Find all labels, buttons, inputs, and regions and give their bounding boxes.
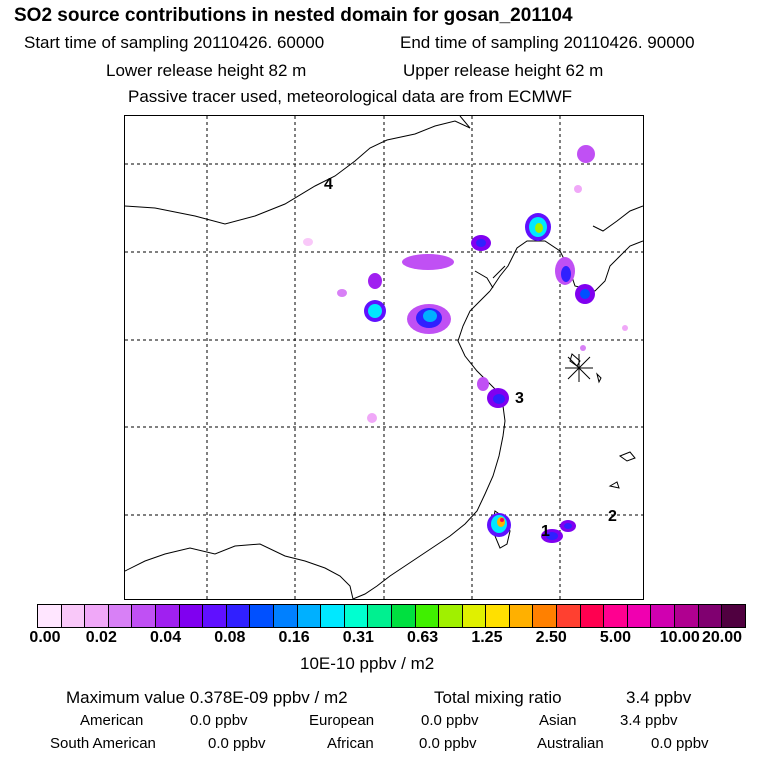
colorbar-swatch [38, 605, 62, 627]
colorbar-swatch [722, 605, 745, 627]
colorbar-swatch [250, 605, 274, 627]
colorbar-swatch [108, 605, 133, 627]
lat-lon-grid [125, 116, 643, 599]
lower-release-height: Lower release height 82 m [106, 61, 307, 80]
map-canvas: 4 3 1 2 [125, 116, 643, 599]
sampling-start: Start time of sampling 20110426. 60000 [24, 33, 325, 52]
south-american-label: South American [50, 735, 156, 752]
colorbar-unit: 10E-10 ppbv / m2 [300, 654, 435, 673]
colorbar-swatch [486, 605, 510, 627]
colorbar-swatch [557, 605, 581, 627]
african-value: 0.0 ppbv [419, 735, 477, 752]
american-label: American [80, 712, 144, 729]
colorbar-swatch [698, 605, 723, 627]
colorbar-swatch [85, 605, 109, 627]
colorbar-swatch [509, 605, 534, 627]
receptor-star-icon [565, 354, 593, 382]
asian-label: Asian [539, 712, 577, 729]
map-panel: 4 3 1 2 [124, 115, 644, 600]
colorbar-tick-label: 2.50 [535, 629, 567, 646]
colorbar-swatch [368, 605, 392, 627]
marker-label-2: 2 [608, 508, 617, 525]
colorbar-tick-label: 0.02 [85, 629, 117, 646]
colorbar-swatch [391, 605, 416, 627]
colorbar-swatch [439, 605, 463, 627]
total-mixing-ratio-value: 3.4 ppbv [626, 688, 692, 707]
european-label: European [309, 712, 375, 729]
colorbar-tick-label: 1.25 [471, 629, 503, 646]
colorbar-tick-label: 0.08 [214, 629, 246, 646]
colorbar-swatch [61, 605, 86, 627]
colorbar-swatch [344, 605, 369, 627]
maximum-value: Maximum value 0.378E-09 ppbv / m2 [66, 688, 348, 707]
colorbar-tick-label: 0.63 [407, 629, 439, 646]
colorbar-swatch [533, 605, 558, 627]
australian-label: Australian [537, 735, 604, 752]
colorbar-swatch [297, 605, 322, 627]
colorbar-tick-label: 0.31 [342, 629, 374, 646]
colorbar-tick-label: 10.00 [659, 629, 700, 646]
asian-value: 3.4 ppbv [620, 712, 678, 729]
american-value: 0.0 ppbv [190, 712, 248, 729]
colorbar-swatch [179, 605, 204, 627]
tracer-note: Passive tracer used, meteorological data… [128, 87, 573, 106]
marker-label-1: 1 [541, 523, 550, 540]
colorbar-swatch [321, 605, 345, 627]
coastlines [125, 116, 643, 599]
sampling-end: End time of sampling 20110426. 90000 [400, 33, 695, 52]
colorbar-swatch [273, 605, 298, 627]
colorbar-swatch [415, 605, 440, 627]
australian-value: 0.0 ppbv [651, 735, 709, 752]
colorbar-swatch [155, 605, 180, 627]
colorbar-swatch [604, 605, 628, 627]
total-mixing-ratio-label: Total mixing ratio [434, 688, 562, 707]
colorbar-swatch [462, 605, 487, 627]
concentration-plumes [303, 145, 628, 543]
upper-release-height: Upper release height 62 m [403, 61, 604, 80]
european-value: 0.0 ppbv [421, 712, 479, 729]
colorbar [37, 604, 746, 628]
colorbar-tick-label: 20.00 [701, 629, 743, 646]
african-label: African [327, 735, 374, 752]
colorbar-swatch [226, 605, 251, 627]
colorbar-tick-label: 0.00 [29, 629, 61, 646]
colorbar-swatch [203, 605, 227, 627]
colorbar-tick-label: 5.00 [599, 629, 632, 646]
colorbar-swatch [627, 605, 652, 627]
colorbar-tick-label: 0.04 [149, 629, 182, 646]
marker-label-3: 3 [515, 390, 524, 407]
colorbar-tick-label: 0.16 [278, 629, 310, 646]
marker-label-4: 4 [324, 176, 333, 193]
plot-title: SO2 source contributions in nested domai… [14, 5, 573, 26]
south-american-value: 0.0 ppbv [208, 735, 266, 752]
colorbar-swatch [132, 605, 156, 627]
colorbar-swatch [651, 605, 676, 627]
colorbar-swatch [675, 605, 699, 627]
colorbar-swatch [580, 605, 605, 627]
